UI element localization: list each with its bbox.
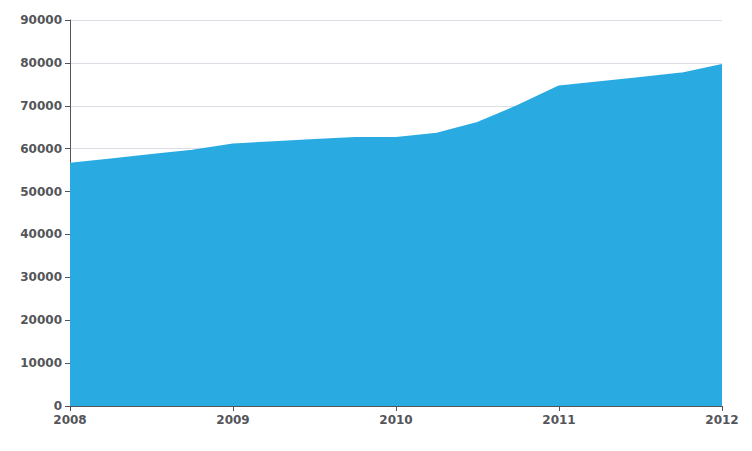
- svg-text:30000: 30000: [20, 270, 62, 284]
- svg-text:2008: 2008: [53, 413, 86, 427]
- svg-text:20000: 20000: [20, 313, 62, 327]
- svg-text:2011: 2011: [542, 413, 575, 427]
- svg-text:2009: 2009: [216, 413, 249, 427]
- svg-text:2010: 2010: [379, 413, 412, 427]
- svg-text:70000: 70000: [20, 99, 62, 113]
- svg-text:2012: 2012: [705, 413, 738, 427]
- svg-text:40000: 40000: [20, 227, 62, 241]
- svg-text:90000: 90000: [20, 13, 62, 27]
- svg-text:10000: 10000: [20, 356, 62, 370]
- svg-text:60000: 60000: [20, 142, 62, 156]
- svg-text:80000: 80000: [20, 56, 62, 70]
- svg-text:0: 0: [54, 399, 62, 413]
- svg-text:50000: 50000: [20, 185, 62, 199]
